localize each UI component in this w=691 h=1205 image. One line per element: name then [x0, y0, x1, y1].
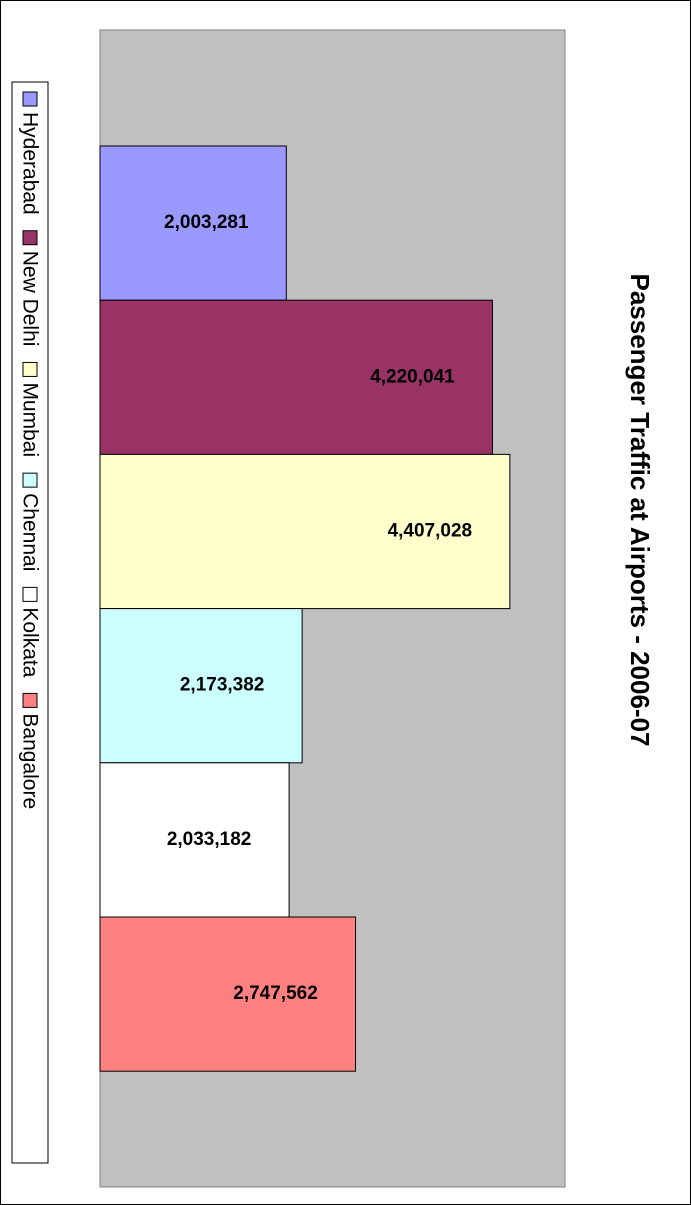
legend-label: New Delhi: [18, 251, 41, 347]
legend-label: Hyderabad: [18, 112, 41, 215]
legend-swatch: [22, 692, 38, 708]
legend-swatch: [22, 586, 38, 602]
bar: [99, 145, 287, 301]
bar: [99, 762, 290, 918]
chart-title: Passenger Traffic at Airports - 2006-07: [625, 273, 655, 746]
value-label: 2,173,382: [180, 675, 265, 696]
legend-label: Bangalore: [18, 713, 41, 809]
legend-swatch: [22, 361, 38, 377]
legend-box: [11, 81, 49, 1164]
legend-label: Kolkata: [18, 607, 41, 677]
bar: [99, 916, 357, 1072]
value-label: 2,747,562: [233, 983, 318, 1004]
value-label: 2,033,182: [167, 829, 252, 850]
value-label: 4,407,028: [388, 521, 473, 542]
legend: Hyderabad New Delhi Mumbai Chennai Kolkata Ba…: [18, 91, 41, 809]
value-label: 2,003,281: [164, 212, 249, 233]
legend-label: Chennai: [18, 493, 41, 571]
legend-label: Mumbai: [18, 382, 41, 457]
bar: [99, 299, 493, 455]
legend-swatch: [22, 472, 38, 488]
bar: [99, 608, 303, 764]
value-label: 4,220,041: [370, 366, 455, 387]
legend-swatch: [22, 230, 38, 246]
bar: [99, 453, 511, 610]
legend-swatch: [22, 91, 38, 107]
